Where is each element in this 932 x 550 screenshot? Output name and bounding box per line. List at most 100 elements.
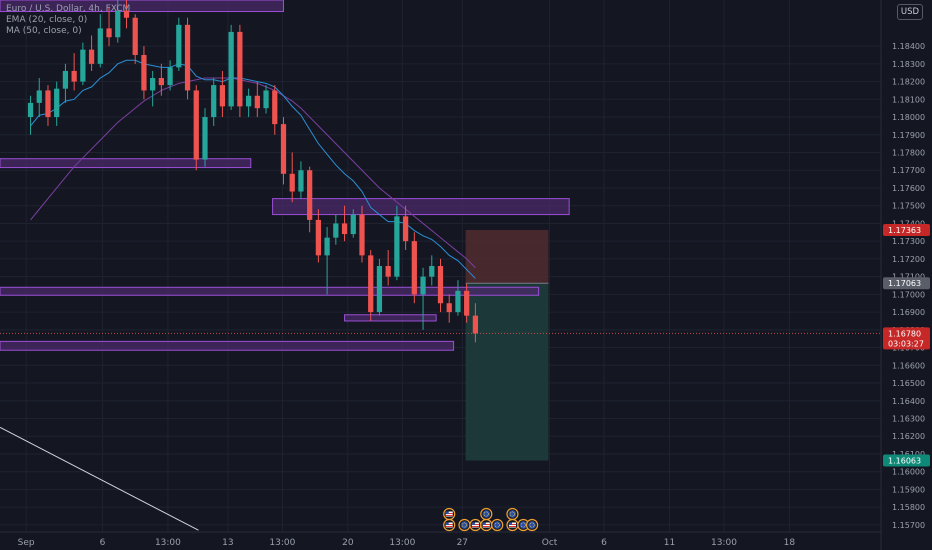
us-flag-stripe (508, 524, 516, 525)
zone-4[interactable] (344, 314, 437, 322)
candle-5 (71, 53, 77, 91)
candle-33 (315, 209, 321, 263)
price-label-bg-0 (883, 224, 930, 237)
candle-body-35 (333, 223, 339, 238)
eu-flag-icon[interactable] (525, 518, 539, 532)
supply-demand-zones[interactable] (0, 0, 570, 351)
zone-3[interactable] (0, 286, 540, 296)
candle-24 (237, 24, 243, 118)
eu-flag-stars (483, 511, 489, 517)
candle-body-33 (315, 219, 321, 256)
legend-ema[interactable]: EMA (20, close, 0) (6, 15, 88, 25)
candle-body-5 (71, 70, 77, 82)
y-tick-12: 1.17200 (892, 255, 925, 264)
candle-15 (158, 63, 164, 96)
y-tick-0: 1.18400 (892, 42, 925, 51)
price-label-0: 1.17363 (883, 224, 930, 237)
economic-events[interactable] (443, 507, 539, 532)
y-tick-6: 1.17800 (892, 149, 925, 158)
x-tick-10: 11 (664, 538, 675, 548)
candle-body-41 (385, 266, 391, 277)
trendline-drawing[interactable] (0, 426, 199, 531)
y-tick-11: 1.17300 (892, 237, 925, 246)
time-axis[interactable]: Sep 6 13:00 13 13:00 20 13:00 27 Oct 6 11 13:00 18 (18, 538, 796, 548)
y-tick-10: 1.17400 (892, 219, 925, 228)
candle-34 (324, 226, 330, 295)
candle-13 (141, 46, 147, 100)
zone-2[interactable] (272, 198, 570, 216)
eu-flag-icon[interactable] (480, 507, 493, 521)
candle-1 (36, 78, 42, 118)
us-flag-icon[interactable] (443, 518, 456, 532)
eu-flag-icon[interactable] (458, 518, 471, 532)
candle-20 (202, 108, 208, 167)
candle-body-2 (45, 90, 51, 118)
candle-body-4 (62, 70, 69, 89)
eu-flag-stars (461, 522, 468, 528)
eu-flag-icon[interactable] (491, 518, 504, 532)
candle-body-46 (429, 266, 435, 277)
eu-flag-field (460, 521, 469, 529)
price-label-3: 1.16063 (883, 454, 930, 467)
candle-19 (193, 85, 199, 171)
y-tick-23: 1.16100 (892, 450, 925, 459)
price-label-bg-2 (883, 327, 930, 350)
eu-flag-field (519, 521, 528, 529)
candle-17 (176, 17, 182, 71)
price-label-text-2: 1.16780 (888, 329, 921, 338)
candle-body-30 (289, 173, 295, 192)
zone-0[interactable] (0, 0, 284, 13)
eu-flag-icon[interactable] (506, 507, 519, 521)
short-position-tool[interactable] (465, 230, 549, 461)
candle-27 (263, 85, 269, 114)
us-flag-stripe (471, 524, 479, 525)
candle-38 (359, 205, 365, 263)
us-flag-icon[interactable] (506, 518, 519, 532)
us-flag-icon[interactable] (480, 518, 493, 532)
candle-body-28 (272, 90, 278, 125)
candle-body-10 (115, 10, 121, 38)
zone-1[interactable] (0, 158, 252, 169)
us-flag-icon[interactable] (469, 518, 482, 532)
candle-body-23 (228, 31, 234, 107)
us-flag-canton (508, 522, 512, 525)
candle-body-18 (184, 24, 191, 91)
price-label-timer: 03:03:27 (888, 339, 924, 348)
x-tick-1: 6 (100, 538, 106, 548)
candle-25 (245, 88, 252, 118)
us-flag-icon[interactable] (443, 507, 456, 521)
trendline[interactable] (0, 426, 199, 531)
candle-body-37 (350, 214, 356, 235)
candle-body-13 (141, 54, 147, 91)
candle-body-26 (254, 95, 260, 109)
take-profit-zone[interactable] (465, 283, 549, 461)
candle-42 (394, 205, 400, 281)
x-tick-5: 20 (342, 538, 354, 548)
us-flag-stripe (471, 526, 479, 527)
candle-30 (289, 152, 295, 203)
y-tick-19: 1.16500 (892, 379, 925, 388)
candle-49 (455, 280, 461, 316)
zone-5[interactable] (0, 340, 455, 351)
stop-loss-zone[interactable] (465, 230, 549, 284)
candle-39 (368, 250, 374, 321)
candle-body-39 (368, 255, 374, 313)
candle-37 (350, 209, 356, 238)
candle-45 (420, 267, 426, 330)
currency-button[interactable]: USD (897, 4, 923, 20)
x-tick-8: Oct (542, 538, 558, 548)
x-tick-9: 6 (601, 538, 607, 548)
y-tick-24: 1.16000 (892, 468, 925, 477)
candle-body-49 (455, 290, 461, 313)
candle-12 (132, 14, 138, 64)
legend-ma[interactable]: MA (50, close, 0) (6, 26, 82, 36)
candle-body-27 (263, 90, 269, 109)
candle-body-40 (376, 266, 383, 313)
candle-body-24 (237, 31, 243, 107)
y-tick-7: 1.17700 (892, 166, 925, 175)
legend-symbol[interactable]: Euro / U.S. Dollar, 4h, FXCM (6, 4, 131, 14)
candle-body-6 (80, 49, 86, 82)
price-label-1: 1.17063 (883, 277, 930, 290)
candle-body-0 (27, 102, 34, 118)
